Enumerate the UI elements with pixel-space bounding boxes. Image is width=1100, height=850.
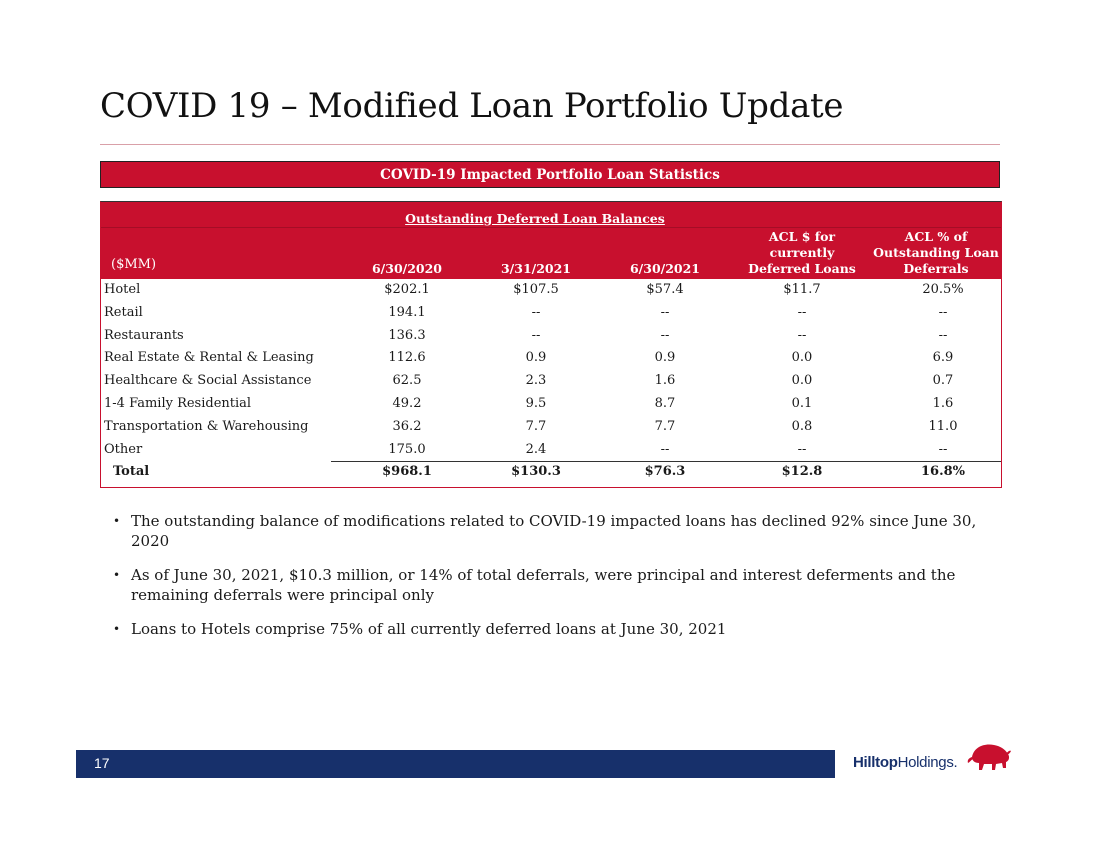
table-cell: -- <box>797 304 807 320</box>
table-cell: 20.5% <box>922 282 964 297</box>
table-cell: $202.1 <box>384 282 430 297</box>
page-title: COVID 19 – Modified Loan Portfolio Updat… <box>100 86 844 126</box>
table-cell: -- <box>660 327 670 343</box>
table-cell: 0.0 <box>791 350 813 366</box>
table-cell: $968.1 <box>382 464 432 480</box>
column-header: 6/30/2021 <box>629 261 700 276</box>
table-cell: 194.1 <box>388 304 426 320</box>
table-cell: 1.6 <box>932 395 954 411</box>
table-body: Hotel $202.1 $107.5 $57.4 $11.7 20.5% Retail 19… <box>100 279 1002 489</box>
row-label: 1-4 Family Residential <box>104 395 252 411</box>
table-cell: 9.5 <box>525 395 547 411</box>
bullet-icon: • <box>113 514 121 528</box>
table-cell: $11.7 <box>783 282 821 297</box>
table-cell: 1.6 <box>654 373 676 389</box>
logo-mark: . <box>953 754 958 771</box>
footer-bar <box>76 750 835 778</box>
list-item: • Loans to Hotels comprise 75% of all cur… <box>113 619 1013 639</box>
table-cell: $12.8 <box>781 464 823 480</box>
table-row: 1-4 Family Residential 49.2 9.5 8.7 0.1 1.6 <box>101 393 1001 416</box>
table-cell: $57.4 <box>646 282 684 297</box>
table-row: Real Estate & Rental & Leasing 112.6 0.9 0.… <box>101 347 1001 370</box>
column-header: 6/30/2020 <box>371 261 442 276</box>
loan-statistics-table: Outstanding Deferred Loan Balances ($MM)… <box>100 201 1002 489</box>
list-item: • The outstanding balance of modification… <box>113 511 1013 551</box>
table-cell: -- <box>531 327 541 343</box>
table-row: Retail 194.1 -- -- -- -- <box>101 302 1001 325</box>
page-number: 17 <box>94 755 110 771</box>
table-cell: -- <box>797 327 807 343</box>
table-cell: 175.0 <box>388 441 426 457</box>
row-label: Hotel <box>104 282 141 297</box>
table-cell: 16.8% <box>920 464 965 480</box>
table-cell: $107.5 <box>513 282 559 297</box>
table-row: Other 175.0 2.4 -- -- -- <box>101 439 1001 462</box>
table-cell: 36.2 <box>392 418 422 434</box>
total-divider <box>331 461 1001 463</box>
column-header: ACL % of Outstanding Loan Deferrals <box>873 229 999 276</box>
row-label: Restaurants <box>104 327 184 343</box>
bullet-icon: • <box>113 622 121 636</box>
logo-regular-text: Holdings <box>897 754 954 771</box>
table-banner: COVID-19 Impacted Portfolio Loan Statist… <box>100 161 1000 188</box>
company-logo: HilltopHoldings. <box>853 741 1013 781</box>
table-cell: 7.7 <box>525 418 547 434</box>
group-header: Outstanding Deferred Loan Balances <box>405 211 665 226</box>
table-cell: 0.8 <box>791 418 813 434</box>
table-cell: -- <box>660 304 670 320</box>
bullet-text: The outstanding balance of modifications… <box>131 512 977 550</box>
table-cell: 8.7 <box>654 395 676 411</box>
table-row: Transportation & Warehousing 36.2 7.7 7.7 0.… <box>101 416 1001 439</box>
table-row: Healthcare & Social Assistance 62.5 2.3 1.6… <box>101 370 1001 393</box>
table-cell: -- <box>938 327 948 343</box>
row-label: Real Estate & Rental & Leasing <box>104 350 314 366</box>
table-cell: 2.4 <box>525 441 547 457</box>
table-cell: -- <box>797 441 807 457</box>
logo-wordmark: HilltopHoldings. <box>853 754 958 771</box>
table-cell: $130.3 <box>511 464 561 480</box>
unit-label: ($MM) <box>111 257 157 272</box>
total-row: Total $968.1 $130.3 $76.3 $12.8 16.8% <box>101 461 1001 487</box>
bullet-text: Loans to Hotels comprise 75% of all curr… <box>131 620 727 638</box>
table-cell: -- <box>660 441 670 457</box>
list-item: • As of June 30, 2021, $10.3 million, or … <box>113 565 1013 605</box>
bullet-list: • The outstanding balance of modification… <box>113 511 1013 653</box>
table-cell: 6.9 <box>932 350 954 366</box>
table-cell: -- <box>938 441 948 457</box>
table-cell: 0.7 <box>932 373 954 389</box>
bullet-text: As of June 30, 2021, $10.3 million, or 1… <box>131 566 956 604</box>
table-cell: -- <box>938 304 948 320</box>
table-cell: 2.3 <box>525 373 547 389</box>
table-cell: 0.9 <box>525 350 547 366</box>
title-divider <box>100 144 1000 145</box>
column-header: 3/31/2021 <box>500 261 571 276</box>
table-cell: 11.0 <box>928 418 958 434</box>
table-cell: -- <box>531 304 541 320</box>
header-divider <box>101 227 1001 228</box>
row-label: Other <box>104 441 143 457</box>
bison-icon <box>967 744 1011 770</box>
table-cell: 49.2 <box>392 395 422 411</box>
table-row: Hotel $202.1 $107.5 $57.4 $11.7 20.5% <box>101 279 1001 302</box>
bullet-icon: • <box>113 568 121 582</box>
row-label: Transportation & Warehousing <box>104 418 309 434</box>
row-label: Healthcare & Social Assistance <box>104 373 312 389</box>
column-header: ACL $ for currently Deferred Loans <box>748 229 856 276</box>
row-label: Retail <box>104 304 143 320</box>
row-label: Total <box>113 464 150 480</box>
table-cell: 0.1 <box>791 395 813 411</box>
table-cell: 112.6 <box>388 350 426 366</box>
logo-bold-text: Hilltop <box>853 754 898 771</box>
table-row: Restaurants 136.3 -- -- -- -- <box>101 325 1001 348</box>
table-cell: 7.7 <box>654 418 676 434</box>
table-cell: $76.3 <box>644 464 686 480</box>
table-cell: 136.3 <box>388 327 426 343</box>
table-cell: 0.9 <box>654 350 676 366</box>
table-cell: 0.0 <box>791 373 813 389</box>
table-cell: 62.5 <box>392 373 422 389</box>
table-header: Outstanding Deferred Loan Balances ($MM)… <box>100 201 1002 279</box>
